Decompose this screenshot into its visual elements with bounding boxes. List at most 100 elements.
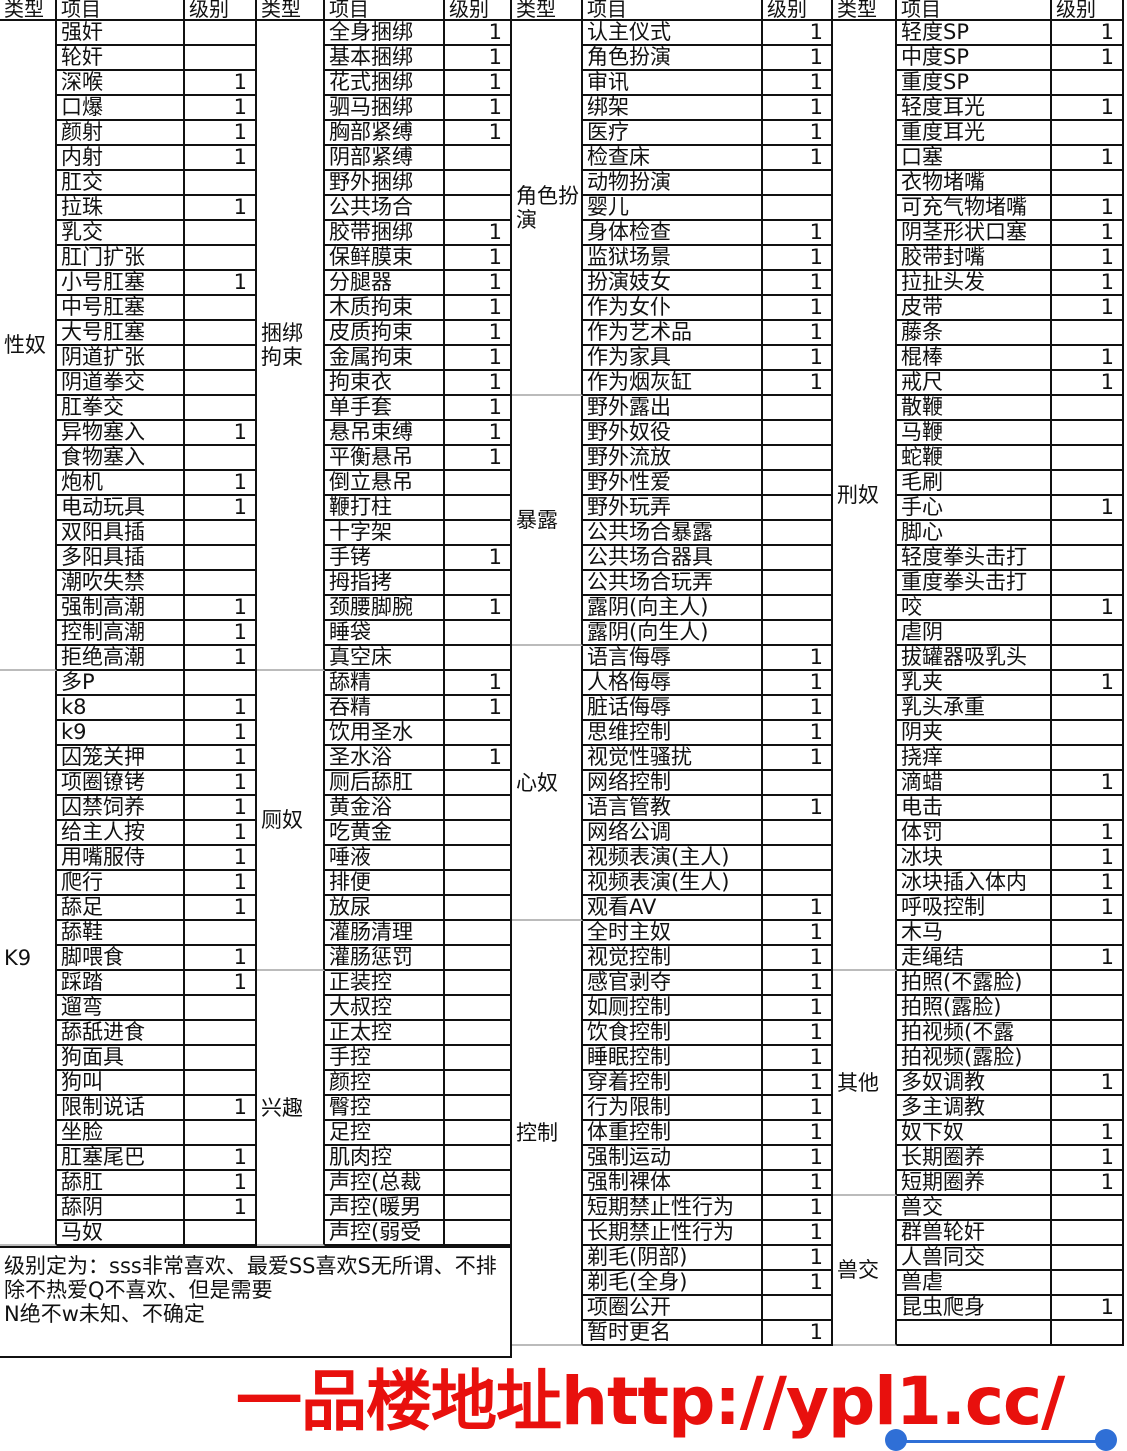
table-row-item[interactable]: 公共场合 [325,196,445,221]
table-row-level[interactable]: 1 [1052,221,1124,246]
table-row-level[interactable]: 1 [185,71,257,96]
table-row-level[interactable]: 1 [1052,21,1124,46]
table-row-level[interactable]: 1 [763,146,833,171]
table-row-item[interactable]: 十字架 [325,521,445,546]
table-row-item[interactable]: 行为限制 [583,1096,763,1121]
table-row-level[interactable]: 1 [1052,46,1124,71]
table-row-level[interactable] [763,771,833,796]
table-row-item[interactable] [897,1321,1052,1346]
table-row-level[interactable] [1052,446,1124,471]
table-row-item[interactable]: 肛门扩张 [57,246,185,271]
table-row-item[interactable]: 短期圈养 [897,1171,1052,1196]
table-row-level[interactable]: 1 [185,846,257,871]
table-row-item[interactable]: 项圈镣铐 [57,771,185,796]
table-row-item[interactable]: 臀控 [325,1096,445,1121]
table-row-item[interactable]: 口塞 [897,146,1052,171]
table-row-level[interactable] [185,371,257,396]
table-row-item[interactable]: 重度拳头击打 [897,571,1052,596]
table-row-item[interactable]: 公共场合玩弄 [583,571,763,596]
table-row-item[interactable]: 皮质拘束 [325,321,445,346]
table-row-item[interactable]: 皮带 [897,296,1052,321]
table-row-level[interactable] [1052,996,1124,1021]
table-row-item[interactable]: 狗面具 [57,1046,185,1071]
table-row-level[interactable] [763,621,833,646]
table-row-level[interactable] [763,546,833,571]
table-row-level[interactable] [445,1221,512,1246]
table-row-item[interactable]: 拍照(露脸) [897,996,1052,1021]
table-row-item[interactable]: 狗叫 [57,1071,185,1096]
table-row-item[interactable]: 认主仪式 [583,21,763,46]
table-row-item[interactable]: 剃毛(全身) [583,1271,763,1296]
table-row-level[interactable] [445,1071,512,1096]
table-row-level[interactable]: 1 [763,1146,833,1171]
table-row-item[interactable]: 脚心 [897,521,1052,546]
table-row-level[interactable] [185,321,257,346]
table-row-level[interactable]: 1 [185,421,257,446]
table-row-item[interactable]: 内射 [57,146,185,171]
table-row-item[interactable]: 人兽同交 [897,1246,1052,1271]
table-row-item[interactable]: 兽交 [897,1196,1052,1221]
table-row-level[interactable]: 1 [1052,371,1124,396]
table-row-level[interactable]: 1 [763,1171,833,1196]
table-row-item[interactable]: 冰块 [897,846,1052,871]
table-row-item[interactable]: 短期禁止性行为 [583,1196,763,1221]
table-row-level[interactable]: 1 [185,896,257,921]
table-row-level[interactable] [445,1171,512,1196]
table-row-level[interactable]: 1 [185,821,257,846]
table-row-item[interactable]: 强奸 [57,21,185,46]
table-row-item[interactable]: 露阴(向生人) [583,621,763,646]
table-row-item[interactable]: 轻度拳头击打 [897,546,1052,571]
table-row-item[interactable]: 蛇鞭 [897,446,1052,471]
table-row-level[interactable] [445,771,512,796]
table-row-item[interactable]: 野外捆绑 [325,171,445,196]
table-row-level[interactable]: 1 [445,271,512,296]
table-row-item[interactable]: 足控 [325,1121,445,1146]
table-row-item[interactable]: 舔鞋 [57,921,185,946]
table-row-level[interactable] [1052,121,1124,146]
table-row-level[interactable] [185,171,257,196]
table-row-level[interactable]: 1 [185,596,257,621]
table-row-item[interactable]: 舔肛 [57,1171,185,1196]
table-row-level[interactable]: 1 [445,546,512,571]
table-row-item[interactable]: 全时主奴 [583,921,763,946]
table-row-level[interactable]: 1 [445,346,512,371]
table-row-level[interactable]: 1 [185,1096,257,1121]
table-row-level[interactable] [185,671,257,696]
table-row-item[interactable]: 群兽轮奸 [897,1221,1052,1246]
table-row-item[interactable]: 乳交 [57,221,185,246]
table-row-item[interactable]: 视频表演(生人) [583,871,763,896]
table-row-item[interactable]: 阴夹 [897,721,1052,746]
table-row-level[interactable] [185,396,257,421]
table-row-level[interactable] [185,921,257,946]
table-row-item[interactable]: 马奴 [57,1221,185,1246]
table-row-level[interactable] [445,1046,512,1071]
table-row-item[interactable]: 马鞭 [897,421,1052,446]
table-row-item[interactable]: 露阴(向主人) [583,596,763,621]
table-row-level[interactable]: 1 [185,496,257,521]
table-row-item[interactable]: 鞭打柱 [325,496,445,521]
table-row-level[interactable] [763,496,833,521]
table-row-level[interactable]: 1 [763,1246,833,1271]
table-row-level[interactable]: 1 [763,921,833,946]
table-row-level[interactable]: 1 [763,46,833,71]
table-row-item[interactable]: 冰块插入体内 [897,871,1052,896]
table-row-item[interactable]: 全身捆绑 [325,21,445,46]
table-row-level[interactable]: 1 [185,471,257,496]
table-row-level[interactable]: 1 [445,71,512,96]
table-row-item[interactable]: 拔罐器吸乳头 [897,646,1052,671]
table-row-level[interactable]: 1 [185,971,257,996]
table-row-level[interactable]: 1 [185,196,257,221]
table-row-item[interactable]: 声控(弱受 [325,1221,445,1246]
table-row-item[interactable]: 视觉性骚扰 [583,746,763,771]
table-row-item[interactable]: 野外露出 [583,396,763,421]
table-row-item[interactable]: 囚禁饲养 [57,796,185,821]
table-row-item[interactable]: 视觉控制 [583,946,763,971]
table-row-item[interactable]: 拉珠 [57,196,185,221]
table-row-level[interactable] [1052,396,1124,421]
table-row-item[interactable]: 睡袋 [325,621,445,646]
table-row-level[interactable]: 1 [763,346,833,371]
table-row-level[interactable] [1052,471,1124,496]
table-row-level[interactable] [445,1021,512,1046]
table-row-level[interactable] [763,571,833,596]
table-row-level[interactable]: 1 [763,746,833,771]
